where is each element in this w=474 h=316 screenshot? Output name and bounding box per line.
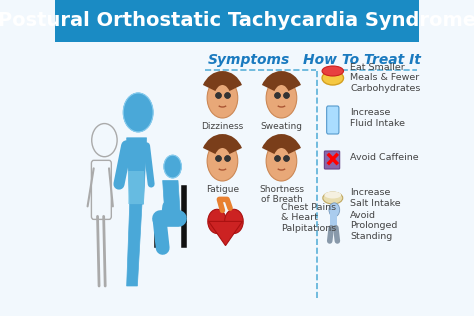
- Polygon shape: [127, 204, 142, 286]
- Circle shape: [266, 141, 297, 181]
- Text: Postural Orthostatic Tachycardia Syndrome: Postural Orthostatic Tachycardia Syndrom…: [0, 11, 474, 31]
- Ellipse shape: [322, 71, 344, 85]
- Polygon shape: [209, 222, 242, 246]
- Circle shape: [123, 93, 153, 132]
- Ellipse shape: [322, 66, 344, 76]
- Polygon shape: [127, 138, 146, 204]
- Text: Fatigue: Fatigue: [206, 185, 239, 194]
- Bar: [55, 0, 419, 42]
- Circle shape: [164, 155, 182, 178]
- Text: Avoid Caffeine: Avoid Caffeine: [350, 154, 419, 162]
- Text: How To Treat It: How To Treat It: [303, 53, 421, 67]
- Text: Sweating: Sweating: [260, 122, 302, 131]
- Circle shape: [207, 141, 238, 181]
- Circle shape: [208, 209, 227, 234]
- Bar: [128, 171, 144, 204]
- Text: Chest Pains
& Heart
Palpitations: Chest Pains & Heart Palpitations: [282, 203, 337, 233]
- Text: Avoid
Prolonged
Standing: Avoid Prolonged Standing: [350, 211, 398, 241]
- Text: Eat Smaller
Meals & Fewer
Carbohydrates: Eat Smaller Meals & Fewer Carbohydrates: [350, 63, 421, 93]
- Circle shape: [207, 78, 238, 118]
- Text: Increase
Fluid Intake: Increase Fluid Intake: [350, 108, 405, 128]
- Ellipse shape: [324, 191, 341, 198]
- FancyBboxPatch shape: [327, 106, 339, 134]
- Text: Dizziness: Dizziness: [201, 122, 244, 131]
- Bar: [155, 216, 186, 220]
- Circle shape: [225, 209, 243, 234]
- Ellipse shape: [323, 192, 343, 204]
- Text: Symptoms: Symptoms: [207, 53, 290, 67]
- Circle shape: [329, 203, 340, 217]
- Text: Increase
Salt Intake: Increase Salt Intake: [350, 188, 401, 208]
- Text: Shortness
of Breath: Shortness of Breath: [259, 185, 304, 204]
- Circle shape: [266, 78, 297, 118]
- Bar: [330, 212, 337, 228]
- Polygon shape: [163, 180, 180, 216]
- FancyBboxPatch shape: [324, 151, 340, 169]
